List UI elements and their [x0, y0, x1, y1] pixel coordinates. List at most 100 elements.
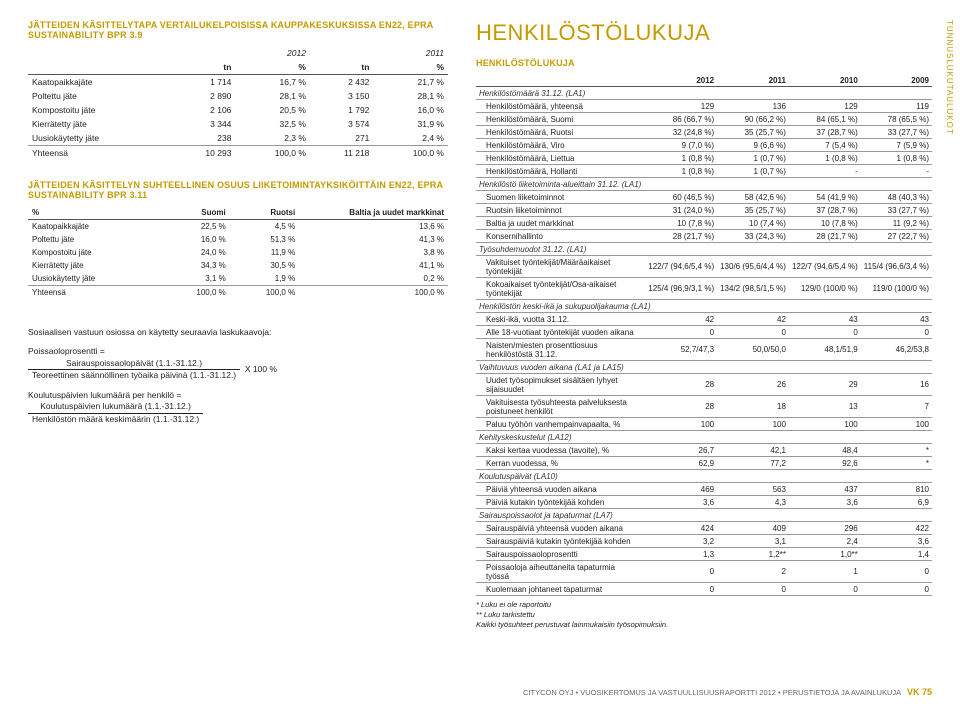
table-row: Henkilöstömäärä, Suomi86 (66,7 %)90 (66,…	[476, 113, 932, 126]
cell: 26,7	[645, 444, 717, 457]
cell: 100,0 %	[373, 146, 448, 161]
table-row: Kierrätetty jäte34,3 %30,5 %41,1 %	[28, 259, 448, 272]
side-tab: TUNNUSLUKUTAULUKOT	[945, 20, 954, 135]
table-row: Paluu työhön vanhempainvapaalta, %100100…	[476, 418, 932, 431]
cell: 48,4	[789, 444, 861, 457]
cell: 296	[789, 522, 861, 535]
cell: 7	[861, 396, 932, 418]
group-label: Koulutuspäivät (LA10)	[476, 470, 932, 483]
page-footer: CITYCON OYJ • VUOSIKERTOMUS JA VASTUULLI…	[28, 687, 932, 697]
cell: 0	[717, 326, 789, 339]
cell: 1 (0,7 %)	[717, 165, 789, 178]
footnotes: * Luku ei ole raportoitu** Luku tarkiste…	[476, 600, 932, 629]
year-col-0: 2012	[645, 74, 717, 87]
footnote: Kaikki työsuhteet perustuvat lainmukaisi…	[476, 620, 932, 630]
formula2-label: Koulutuspäivien lukumäärä per henkilö =	[28, 390, 181, 400]
cell: 32,5 %	[235, 117, 310, 131]
table-row: Alle 18-vuotiaat työntekijät vuoden aika…	[476, 326, 932, 339]
row-label: Vakituiset työntekijät/Määräaikaiset työ…	[476, 256, 645, 278]
cell: 60 (46,5 %)	[645, 191, 717, 204]
cell: 2 432	[310, 75, 373, 90]
row-label: Kompostoitu jäte	[28, 103, 171, 117]
cell: 84 (65,1 %)	[789, 113, 861, 126]
cell: 810	[861, 483, 932, 496]
cell: 129	[645, 100, 717, 113]
cell: 122/7 (94,6/5,4 %)	[645, 256, 717, 278]
table-row: Poltettu jäte16,0 %51,3 %41,3 %	[28, 233, 448, 246]
cell: 0	[789, 326, 861, 339]
waste-table-2: % Suomi Ruotsi Baltia ja uudet markkinat…	[28, 206, 448, 299]
table-row: Baltia ja uudet markkinat10 (7,8 %)10 (7…	[476, 217, 932, 230]
cell: 1 (0,8 %)	[789, 152, 861, 165]
cell: 16,0 %	[373, 103, 448, 117]
cell: 9 (7,0 %)	[645, 139, 717, 152]
cell: 1 (0,8 %)	[861, 152, 932, 165]
formula1-num: Sairauspoissaolopäivät (1.1.-31.12.)	[28, 358, 240, 370]
table-row: Kaksi kertaa vuodessa (tavoite), %26,742…	[476, 444, 932, 457]
row-label: Henkilöstömäärä, Viro	[476, 139, 645, 152]
table-row: Henkilöstömäärä, yhteensä129136129119	[476, 100, 932, 113]
table-row: Kompostoitu jäte2 10620,5 %1 79216,0 %	[28, 103, 448, 117]
cell: 1,3	[645, 548, 717, 561]
table-row: Yhteensä100,0 %100,0 %100,0 %	[28, 286, 448, 300]
year-col-3: 2009	[861, 74, 932, 87]
formula1-mult: X 100 %	[245, 364, 277, 374]
row-label: Paluu työhön vanhempainvapaalta, %	[476, 418, 645, 431]
table-row: Vakituisesta työsuhteesta palveluksesta …	[476, 396, 932, 418]
cell: 1,9 %	[230, 272, 299, 286]
cell: 11,9 %	[230, 246, 299, 259]
cell: 33 (27,7 %)	[861, 126, 932, 139]
cell: 28	[645, 374, 717, 396]
row-label: Baltia ja uudet markkinat	[476, 217, 645, 230]
cell: 130/6 (95,6/4,4 %)	[717, 256, 789, 278]
cell: 1 714	[171, 75, 236, 90]
left-column: JÄTTEIDEN KÄSITTELYTAPA VERTAILUKELPOISI…	[28, 20, 448, 681]
cell: 7 (5,9 %)	[861, 139, 932, 152]
row-label: Ruotsin liiketoiminnot	[476, 204, 645, 217]
cell: 3,6	[645, 496, 717, 509]
table-row: Henkilöstömäärä, Liettua1 (0,8 %)1 (0,7 …	[476, 152, 932, 165]
cell: 2 890	[171, 89, 236, 103]
cell: 0	[717, 583, 789, 596]
cell: 11 218	[310, 146, 373, 161]
cell: 37 (28,7 %)	[789, 204, 861, 217]
cell: 28 (21,7 %)	[645, 230, 717, 243]
formula1-den: Teoreettinen säännöllinen työaika päivin…	[28, 370, 240, 381]
row-label: Henkilöstömäärä, Suomi	[476, 113, 645, 126]
row-label: Kaksi kertaa vuodessa (tavoite), %	[476, 444, 645, 457]
table2-title: JÄTTEIDEN KÄSITTELYN SUHTEELLINEN OSUUS …	[28, 180, 448, 200]
cell: 27 (22,7 %)	[861, 230, 932, 243]
cell: 2,4	[789, 535, 861, 548]
cell: 271	[310, 131, 373, 146]
row-label: Sairauspoissaoloprosentti	[476, 548, 645, 561]
personnel-table: 2012 2011 2010 2009 Henkilöstömäärä 31.1…	[476, 74, 932, 596]
cell: 2,3 %	[235, 131, 310, 146]
cell: 58 (42,6 %)	[717, 191, 789, 204]
cell: 28	[645, 396, 717, 418]
cell: 34,3 %	[160, 259, 229, 272]
cell: 469	[645, 483, 717, 496]
cell: 51,3 %	[230, 233, 299, 246]
cell: 90 (66,2 %)	[717, 113, 789, 126]
cell: 0	[645, 561, 717, 583]
cell: 3,6	[861, 535, 932, 548]
row-label: Kokoaikaiset työntekijät/Osa-aikaiset ty…	[476, 278, 645, 300]
cell: 115/4 (96,6/3,4 %)	[861, 256, 932, 278]
col-pct-1: %	[235, 60, 310, 75]
group-row: Työsuhdemuodot 31.12. (LA1)	[476, 243, 932, 256]
table-row: Kierrätetty jäte3 34432,5 %3 57431,9 %	[28, 117, 448, 131]
cell: 7 (5,4 %)	[789, 139, 861, 152]
cell: 6,9	[861, 496, 932, 509]
footnote: * Luku ei ole raportoitu	[476, 600, 932, 610]
cell: 0	[789, 583, 861, 596]
cell: 125/4 (96,9/3,1 %)	[645, 278, 717, 300]
formula2-num: Koulutuspäivien lukumäärä (1.1.-31.12.)	[28, 401, 203, 413]
cell: 41,1 %	[299, 259, 448, 272]
table-row: Kompostoitu jäte24,0 %11,9 %3,8 %	[28, 246, 448, 259]
row-label: Sairauspäiviä kutakin työntekijää kohden	[476, 535, 645, 548]
group-label: Työsuhdemuodot 31.12. (LA1)	[476, 243, 932, 256]
cell: 10 (7,4 %)	[717, 217, 789, 230]
cell: 10 293	[171, 146, 236, 161]
table-row: Ruotsin liiketoiminnot31 (24,0 %)35 (25,…	[476, 204, 932, 217]
cell: 100	[861, 418, 932, 431]
